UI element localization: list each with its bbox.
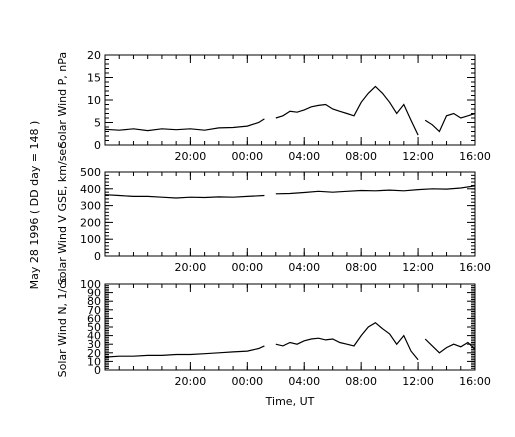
y-tick-label: 90 [87, 287, 101, 300]
x-tick-label: 04:00 [288, 375, 320, 388]
plot-frame [104, 54, 476, 146]
y-tick-label: 70 [87, 304, 101, 317]
y-tick-label: 0 [94, 364, 101, 377]
series-line [104, 345, 265, 358]
y-tick-label: 400 [80, 183, 101, 196]
x-tick-label: 08:00 [345, 261, 377, 274]
y-tick-label: 10 [87, 94, 101, 107]
series-line [424, 338, 476, 354]
y-axis-label: Solar Wind N, 1/cc [56, 277, 69, 378]
x-tick-label: 20:00 [175, 150, 207, 163]
y-tick-label: 50 [87, 321, 101, 334]
series-line [275, 185, 476, 195]
x-tick-label: 20:00 [175, 261, 207, 274]
x-tick-label: 00:00 [231, 375, 263, 388]
x-tick-label: 16:00 [459, 150, 491, 163]
plot-frame [104, 283, 476, 371]
y-tick-label: 0 [94, 250, 101, 263]
x-tick-label: 12:00 [402, 375, 434, 388]
x-tick-label: 00:00 [231, 261, 263, 274]
y-tick-label: 40 [87, 330, 101, 343]
panel-pressure: 0 5 10 15 20 20:00 00:00 04:00 08:00 12:00 16:00 So… [56, 49, 491, 163]
y-tick-label: 20 [87, 347, 101, 360]
y-axis-label: Solar Wind P, nPa [56, 52, 69, 148]
x-tick-label: 20:00 [175, 375, 207, 388]
y-tick-label: 10 [87, 355, 101, 368]
series-line [424, 112, 476, 133]
x-tick-label: 04:00 [288, 261, 320, 274]
series-line [104, 118, 265, 132]
y-tick-label: 500 [80, 166, 101, 179]
y-tick-label: 60 [87, 312, 101, 325]
x-tick-label: 08:00 [345, 375, 377, 388]
x-tick-label: 12:00 [402, 261, 434, 274]
y-axis-label: Solar Wind V GSE, km/sec [56, 143, 69, 285]
y-tick-label: 200 [80, 216, 101, 229]
series-line [275, 321, 419, 361]
x-tick-label: 16:00 [459, 375, 491, 388]
series-line [275, 85, 419, 136]
x-tick-label: 16:00 [459, 261, 491, 274]
x-tick-label: 00:00 [231, 150, 263, 163]
x-tick-label: 12:00 [402, 150, 434, 163]
y-tick-label: 30 [87, 338, 101, 351]
x-tick-label: 04:00 [288, 150, 320, 163]
plot-frame [104, 171, 476, 257]
y-tick-label: 20 [87, 49, 101, 62]
panel-velocity: 0 100 200 300 400 500 20:00 00:00 04:00 08:00 12:0… [56, 143, 491, 285]
series-line [104, 194, 265, 199]
y-tick-label: 5 [94, 117, 101, 130]
y-tick-label: 80 [87, 295, 101, 308]
x-tick-label: 08:00 [345, 150, 377, 163]
y-tick-label: 300 [80, 200, 101, 213]
y-tick-label: 100 [80, 278, 101, 291]
y-tick-label: 0 [94, 139, 101, 152]
y-tick-label: 15 [87, 72, 101, 85]
x-axis-label: Time, UT [265, 395, 315, 408]
figure-side-title: May 28 1996 ( DD day = 148 ) [28, 121, 41, 290]
y-tick-label: 100 [80, 233, 101, 246]
